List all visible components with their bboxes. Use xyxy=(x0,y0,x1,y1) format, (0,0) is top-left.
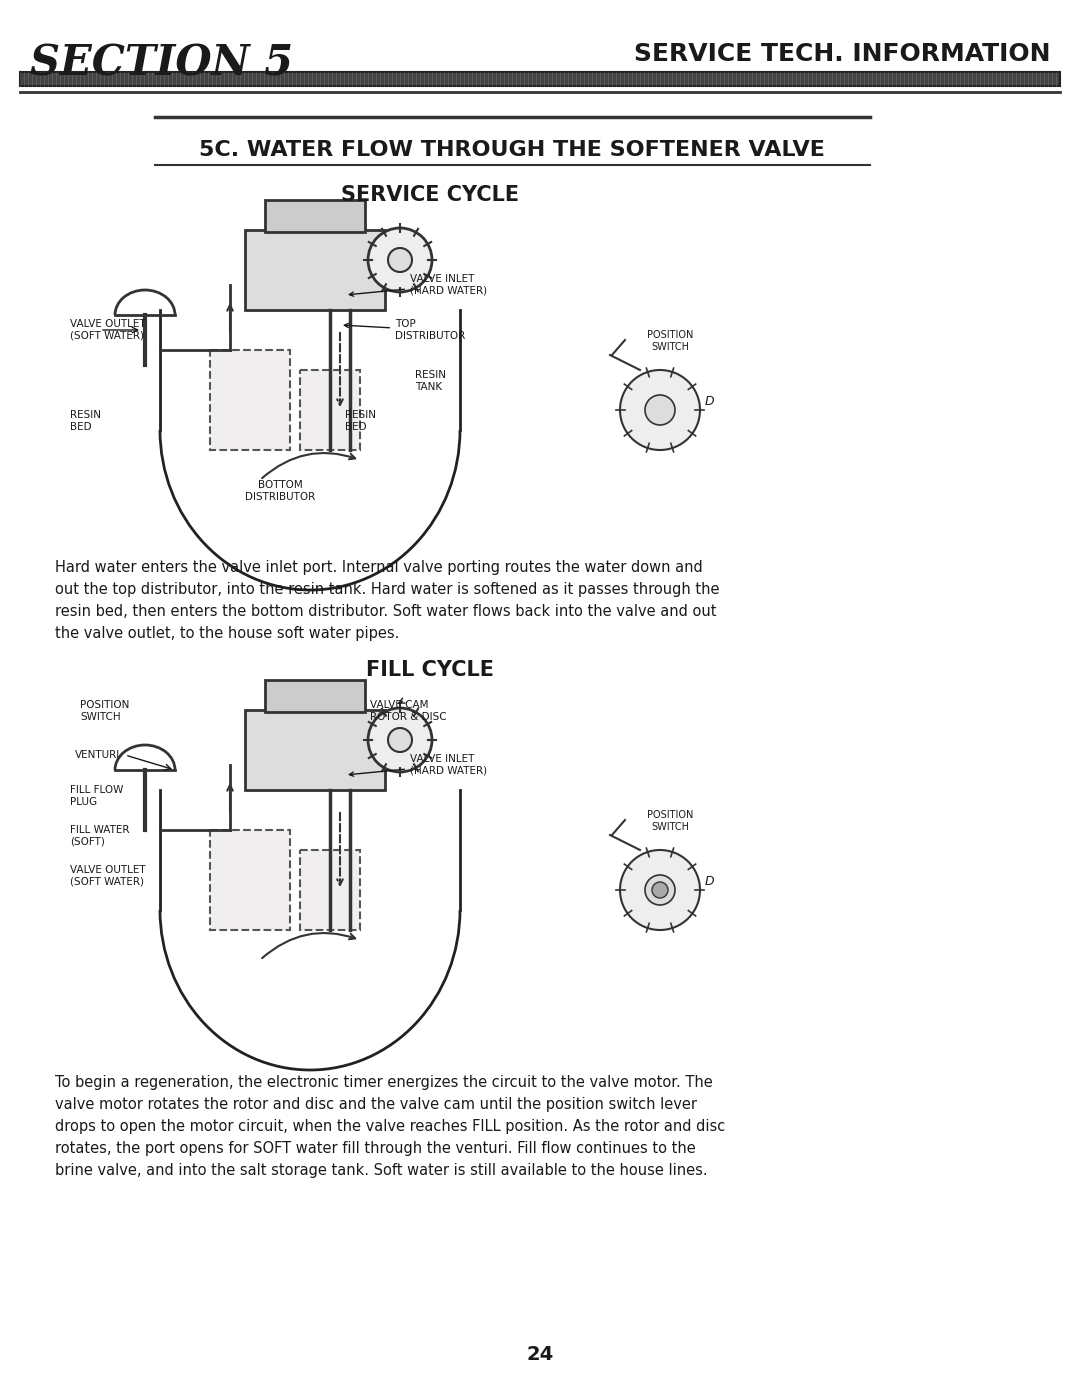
Text: To begin a regeneration, the electronic timer energizes the circuit to the valve: To begin a regeneration, the electronic … xyxy=(55,1075,713,1090)
Text: POSITION
SWITCH: POSITION SWITCH xyxy=(80,700,130,722)
Bar xyxy=(21,72,1059,87)
Circle shape xyxy=(388,248,411,272)
Circle shape xyxy=(645,874,675,905)
Text: RESIN
TANK: RESIN TANK xyxy=(415,370,446,392)
Text: out the top distributor, into the resin tank. Hard water is softened as it passe: out the top distributor, into the resin … xyxy=(55,582,719,597)
Text: FILL CYCLE: FILL CYCLE xyxy=(366,660,494,681)
Text: FILL WATER
(SOFT): FILL WATER (SOFT) xyxy=(70,825,130,847)
Bar xyxy=(245,230,384,309)
Bar xyxy=(265,199,365,232)
Text: the valve outlet, to the house soft water pipes.: the valve outlet, to the house soft wate… xyxy=(55,626,400,641)
Text: SERVICE TECH. INFORMATION: SERVICE TECH. INFORMATION xyxy=(634,43,1050,66)
Circle shape xyxy=(645,395,675,425)
Text: resin bed, then enters the bottom distributor. Soft water flows back into the va: resin bed, then enters the bottom distri… xyxy=(55,604,716,619)
Text: RESIN
BED: RESIN BED xyxy=(345,410,376,432)
Text: BOTTOM
DISTRIBUTOR: BOTTOM DISTRIBUTOR xyxy=(245,480,315,502)
Text: VALVE INLET
(HARD WATER): VALVE INLET (HARD WATER) xyxy=(349,755,487,777)
Circle shape xyxy=(368,708,432,771)
Circle shape xyxy=(368,228,432,292)
Text: VALVE OUTLET
(SOFT WATER): VALVE OUTLET (SOFT WATER) xyxy=(70,319,146,341)
Bar xyxy=(210,830,291,930)
Text: POSITION
SWITCH: POSITION SWITCH xyxy=(647,330,693,352)
Text: POSITION
SWITCH: POSITION SWITCH xyxy=(647,810,693,832)
Text: VALVE OUTLET
(SOFT WATER): VALVE OUTLET (SOFT WATER) xyxy=(70,865,146,887)
Bar xyxy=(300,370,360,450)
Text: 24: 24 xyxy=(526,1345,554,1364)
Bar xyxy=(265,681,365,712)
Bar xyxy=(300,850,360,930)
Text: VALVE CAM
ROTOR & DISC: VALVE CAM ROTOR & DISC xyxy=(370,700,447,722)
Text: valve motor rotates the rotor and disc and the valve cam until the position swit: valve motor rotates the rotor and disc a… xyxy=(55,1097,697,1112)
Text: Hard water enters the valve inlet port. Internal valve porting routes the water : Hard water enters the valve inlet port. … xyxy=(55,560,703,575)
Bar xyxy=(210,351,291,450)
Text: brine valve, and into the salt storage tank. Soft water is still available to th: brine valve, and into the salt storage t… xyxy=(55,1163,707,1178)
Bar xyxy=(21,72,1059,87)
Text: 5C. WATER FLOW THROUGH THE SOFTENER VALVE: 5C. WATER FLOW THROUGH THE SOFTENER VALV… xyxy=(199,140,825,160)
Text: drops to open the motor circuit, when the valve reaches FILL position. As the ro: drops to open the motor circuit, when th… xyxy=(55,1119,726,1134)
Text: VENTURI: VENTURI xyxy=(75,749,120,760)
Text: D: D xyxy=(705,874,715,888)
Text: VALVE INLET
(HARD WATER): VALVE INLET (HARD WATER) xyxy=(349,274,487,296)
Circle shape xyxy=(620,850,700,930)
Text: FILL FLOW
PLUG: FILL FLOW PLUG xyxy=(70,785,123,807)
Text: D: D xyxy=(705,395,715,408)
Circle shape xyxy=(620,370,700,450)
Circle shape xyxy=(652,881,669,898)
Text: rotates, the port opens for SOFT water fill through the venturi. Fill flow conti: rotates, the port opens for SOFT water f… xyxy=(55,1141,696,1156)
Bar xyxy=(245,710,384,791)
Text: SERVICE CYCLE: SERVICE CYCLE xyxy=(341,186,519,205)
Circle shape xyxy=(388,727,411,752)
Text: RESIN
BED: RESIN BED xyxy=(70,410,102,432)
Text: TOP
DISTRIBUTOR: TOP DISTRIBUTOR xyxy=(345,319,465,341)
Text: SECTION 5: SECTION 5 xyxy=(30,43,293,84)
